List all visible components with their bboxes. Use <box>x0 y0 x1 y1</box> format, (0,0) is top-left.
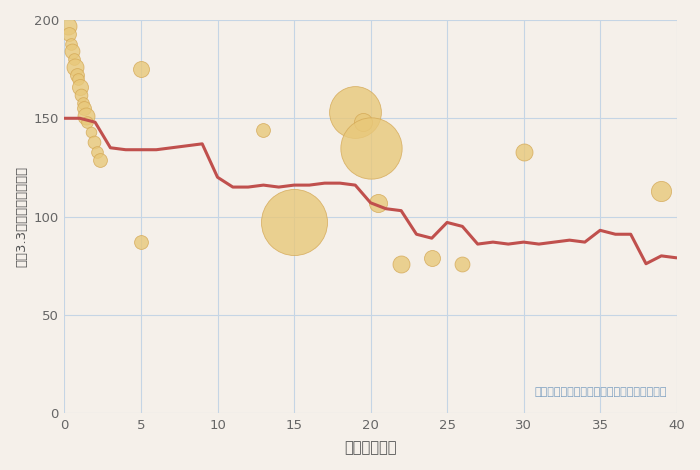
Point <box>79 105 90 112</box>
Point <box>258 126 269 134</box>
Point <box>365 144 376 151</box>
Point <box>85 128 96 136</box>
Point <box>426 254 438 262</box>
X-axis label: 築年数（年）: 築年数（年） <box>344 440 397 455</box>
Point <box>65 40 76 47</box>
Point <box>76 91 87 98</box>
Point <box>357 118 368 126</box>
Point <box>69 63 80 71</box>
Point <box>82 118 93 126</box>
Point <box>88 138 99 146</box>
Point <box>91 148 102 156</box>
Point <box>656 187 667 195</box>
Point <box>77 99 88 106</box>
Y-axis label: 坪（3.3㎡）単価（万円）: 坪（3.3㎡）単価（万円） <box>15 166 28 267</box>
Point <box>518 148 529 156</box>
Point <box>288 219 300 226</box>
Point <box>71 71 83 79</box>
Point <box>395 260 407 267</box>
Point <box>73 75 84 83</box>
Point <box>94 156 105 163</box>
Point <box>135 65 146 73</box>
Point <box>80 112 92 120</box>
Point <box>64 30 75 38</box>
Point <box>135 238 146 246</box>
Point <box>372 199 384 206</box>
Point <box>457 260 468 267</box>
Point <box>66 47 78 55</box>
Point <box>350 109 361 116</box>
Point <box>74 83 85 91</box>
Point <box>68 55 79 63</box>
Point <box>62 22 73 30</box>
Text: 円の大きさは、取引のあった物件面積を示す: 円の大きさは、取引のあった物件面積を示す <box>535 387 667 398</box>
